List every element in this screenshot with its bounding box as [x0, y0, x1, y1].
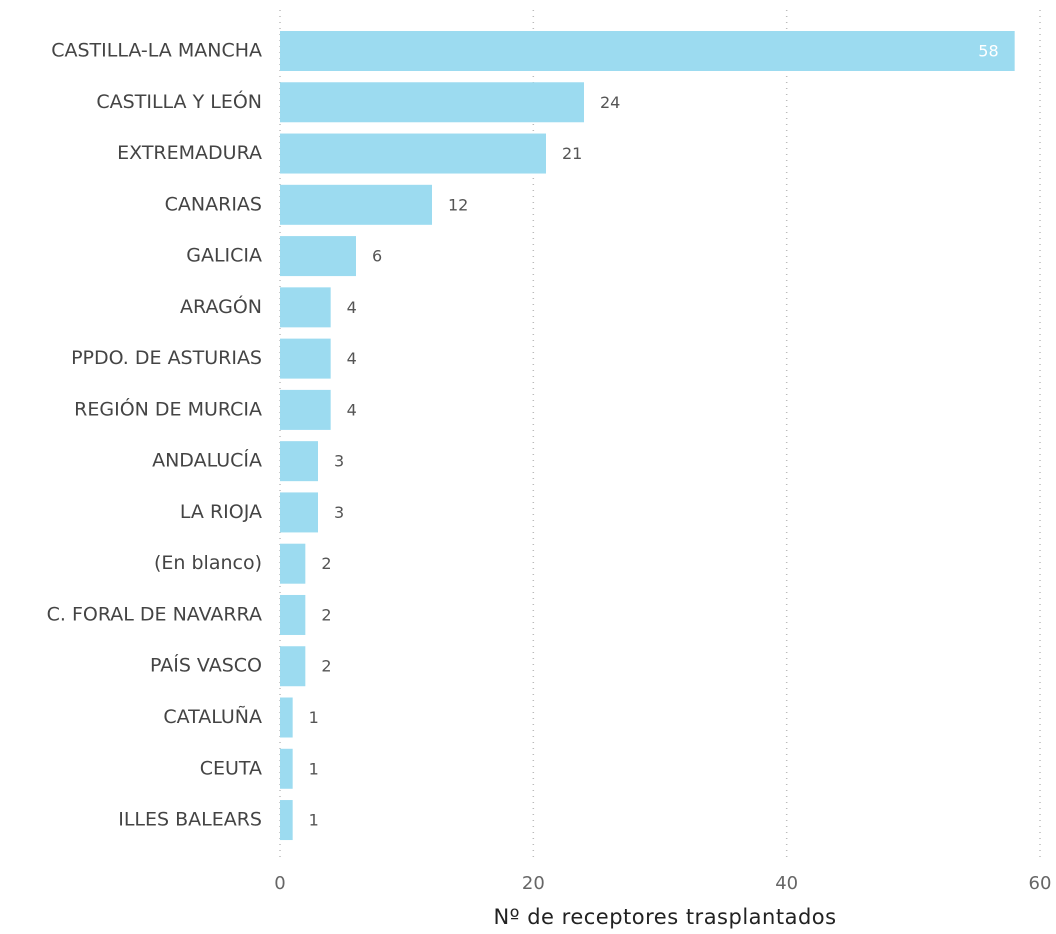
data-label: 3: [334, 503, 344, 522]
bar: [280, 338, 331, 379]
y-tick-label: REGIÓN DE MURCIA: [74, 396, 262, 420]
data-label: 21: [562, 144, 582, 163]
x-axis-title: Nº de receptores trasplantados: [493, 905, 836, 929]
bar: [280, 236, 356, 277]
y-tick-label: PPDO. DE ASTURIAS: [71, 347, 262, 369]
y-tick-label: (En blanco): [154, 552, 262, 574]
y-tick-label: GALICIA: [186, 245, 262, 267]
x-tick-label: 40: [775, 873, 798, 894]
data-label: 4: [347, 400, 357, 419]
y-tick-label: ILLES BALEARS: [118, 809, 262, 831]
x-tick-label: 20: [522, 873, 545, 894]
bar: [280, 133, 546, 174]
data-label: 1: [309, 708, 319, 727]
bar: [280, 800, 293, 841]
data-label: 2: [321, 554, 331, 573]
y-tick-label: CASTILLA Y LEÓN: [96, 89, 262, 113]
bar: [280, 287, 331, 328]
data-label: 58: [978, 42, 998, 61]
data-label: 1: [309, 811, 319, 830]
y-tick-label: CASTILLA-LA MANCHA: [51, 40, 262, 62]
data-label: 4: [347, 298, 357, 317]
bar: [280, 31, 1015, 71]
data-label: 2: [321, 605, 331, 624]
bar: [280, 82, 584, 123]
y-tick-label: ANDALUCÍA: [152, 449, 262, 472]
data-label: 6: [372, 247, 382, 266]
bar: [280, 441, 318, 482]
bar: [280, 184, 432, 225]
y-tick-label: CEUTA: [200, 757, 262, 779]
data-label: 24: [600, 93, 620, 112]
bar: [280, 543, 306, 584]
x-tick-label: 60: [1029, 873, 1052, 894]
bar: [280, 646, 306, 687]
data-label: 2: [321, 657, 331, 676]
bar: [280, 594, 306, 635]
y-tick-label: PAÍS VASCO: [150, 654, 262, 677]
y-tick-label: CATALUÑA: [163, 705, 262, 728]
x-tick-label: 0: [274, 873, 285, 894]
data-label: 3: [334, 452, 344, 471]
data-label: 1: [309, 759, 319, 778]
bar: [280, 492, 318, 533]
y-tick-label: LA RIOJA: [180, 501, 262, 523]
bar: [280, 389, 331, 430]
data-label: 12: [448, 195, 468, 214]
y-tick-label: ARAGÓN: [180, 294, 262, 318]
data-label: 4: [347, 349, 357, 368]
y-tick-label: EXTREMADURA: [117, 142, 262, 164]
y-tick-label: CANARIAS: [165, 193, 262, 215]
y-tick-label: C. FORAL DE NAVARRA: [47, 603, 262, 625]
bar: [280, 748, 293, 789]
bar: [280, 697, 293, 738]
